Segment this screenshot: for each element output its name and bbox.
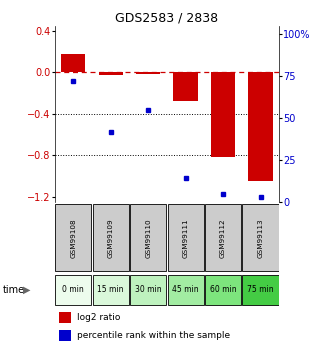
Text: GSM99110: GSM99110 <box>145 218 151 257</box>
Bar <box>242 204 279 271</box>
Text: GSM99112: GSM99112 <box>220 218 226 257</box>
Bar <box>59 312 71 323</box>
Bar <box>55 204 91 271</box>
Bar <box>248 72 273 181</box>
Text: GSM99108: GSM99108 <box>70 218 76 257</box>
Bar <box>99 72 123 75</box>
Text: log2 ratio: log2 ratio <box>77 313 120 322</box>
Text: GSM99109: GSM99109 <box>108 218 114 257</box>
Text: GSM99113: GSM99113 <box>257 218 264 257</box>
Bar <box>130 204 166 271</box>
Bar <box>93 204 129 271</box>
Bar <box>55 275 91 305</box>
Text: 45 min: 45 min <box>172 285 199 295</box>
Bar <box>168 204 204 271</box>
Bar <box>93 275 129 305</box>
Text: time: time <box>3 285 25 295</box>
Text: 75 min: 75 min <box>247 285 274 295</box>
Bar <box>173 72 198 101</box>
Bar <box>168 275 204 305</box>
Text: 30 min: 30 min <box>135 285 161 295</box>
Bar <box>61 54 85 72</box>
Text: ▶: ▶ <box>23 285 31 295</box>
Bar <box>59 331 71 341</box>
Bar <box>242 275 279 305</box>
Text: percentile rank within the sample: percentile rank within the sample <box>77 331 230 340</box>
Bar <box>211 72 235 157</box>
Title: GDS2583 / 2838: GDS2583 / 2838 <box>115 12 219 25</box>
Text: 60 min: 60 min <box>210 285 236 295</box>
Text: GSM99111: GSM99111 <box>183 218 189 257</box>
Bar <box>130 275 166 305</box>
Bar <box>136 72 160 73</box>
Text: 15 min: 15 min <box>98 285 124 295</box>
Bar <box>205 204 241 271</box>
Bar <box>205 275 241 305</box>
Text: 0 min: 0 min <box>62 285 84 295</box>
